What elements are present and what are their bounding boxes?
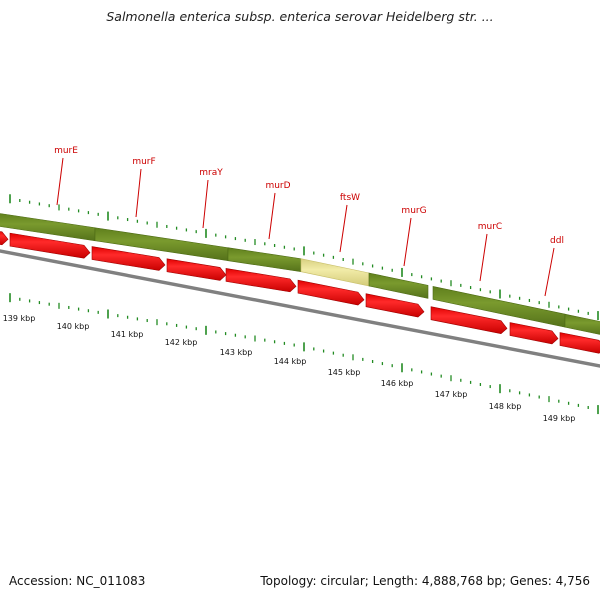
scale-label: 145 kbp	[328, 368, 361, 377]
cds-arrow[interactable]	[365, 293, 425, 318]
gene-leader-line	[544, 247, 555, 297]
gene-leader-line	[268, 192, 276, 240]
gene-label-murd[interactable]: murD	[265, 181, 290, 191]
gene-label-mure[interactable]: murE	[54, 146, 78, 156]
gene-leader-line	[403, 217, 412, 267]
scale-label: 140 kbp	[57, 322, 90, 331]
gene-label-mray[interactable]: mraY	[199, 168, 223, 178]
scale-label: 141 kbp	[111, 330, 144, 339]
gene-leader-line	[202, 179, 209, 229]
gene-leader-line	[135, 168, 142, 218]
gene-block-highlighted[interactable]	[300, 258, 370, 287]
cds-track	[0, 231, 600, 354]
backbone-track	[0, 249, 600, 368]
scale-label: 147 kbp	[435, 390, 468, 399]
gene-labels: murE murF mraY murD ftsW murG murC ddl	[54, 146, 564, 297]
cds-arrow[interactable]	[91, 246, 166, 271]
cds-arrow[interactable]	[166, 258, 227, 281]
cds-arrow[interactable]	[297, 279, 365, 306]
accession-label: Accession: NC_011083	[9, 574, 146, 588]
scale-label: 146 kbp	[381, 379, 414, 388]
cds-arrow[interactable]	[430, 306, 508, 335]
gene-label-ftsw[interactable]: ftsW	[340, 193, 360, 203]
gene-label-murc[interactable]: murC	[478, 222, 502, 232]
ruler-ticks-top	[9, 194, 599, 321]
cds-arrow[interactable]	[559, 332, 600, 354]
backbone-line	[0, 249, 600, 368]
gene-block[interactable]	[227, 247, 302, 273]
gene-label-murg[interactable]: murG	[401, 206, 426, 216]
gene-leader-line	[56, 157, 64, 206]
gene-track	[0, 213, 600, 335]
gene-leader-line	[339, 204, 348, 253]
scale-labels: 139 kbp 140 kbp 141 kbp 142 kbp 143 kbp 144 k…	[3, 314, 576, 423]
scale-label: 144 kbp	[274, 357, 307, 366]
cds-arrow[interactable]	[509, 322, 559, 345]
scale-label: 139 kbp	[3, 314, 36, 323]
scale-label: 149 kbp	[543, 414, 576, 423]
cds-arrow[interactable]	[9, 232, 91, 259]
cds-arrow[interactable]	[225, 268, 297, 293]
scale-label: 148 kbp	[489, 402, 522, 411]
scale-label: 142 kbp	[165, 338, 198, 347]
gene-label-ddl[interactable]: ddl	[550, 236, 564, 246]
gene-block[interactable]	[564, 313, 600, 335]
gene-leader-line	[479, 233, 488, 282]
gene-label-murf[interactable]: murF	[132, 157, 155, 167]
gene-block[interactable]	[368, 272, 429, 299]
cds-arrow[interactable]	[0, 231, 9, 246]
scale-label: 143 kbp	[220, 348, 253, 357]
map-title: Salmonella enterica subsp. enterica sero…	[106, 9, 494, 24]
ruler-ticks-bottom	[9, 293, 599, 415]
genome-summary: Topology: circular; Length: 4,888,768 bp…	[260, 574, 590, 588]
